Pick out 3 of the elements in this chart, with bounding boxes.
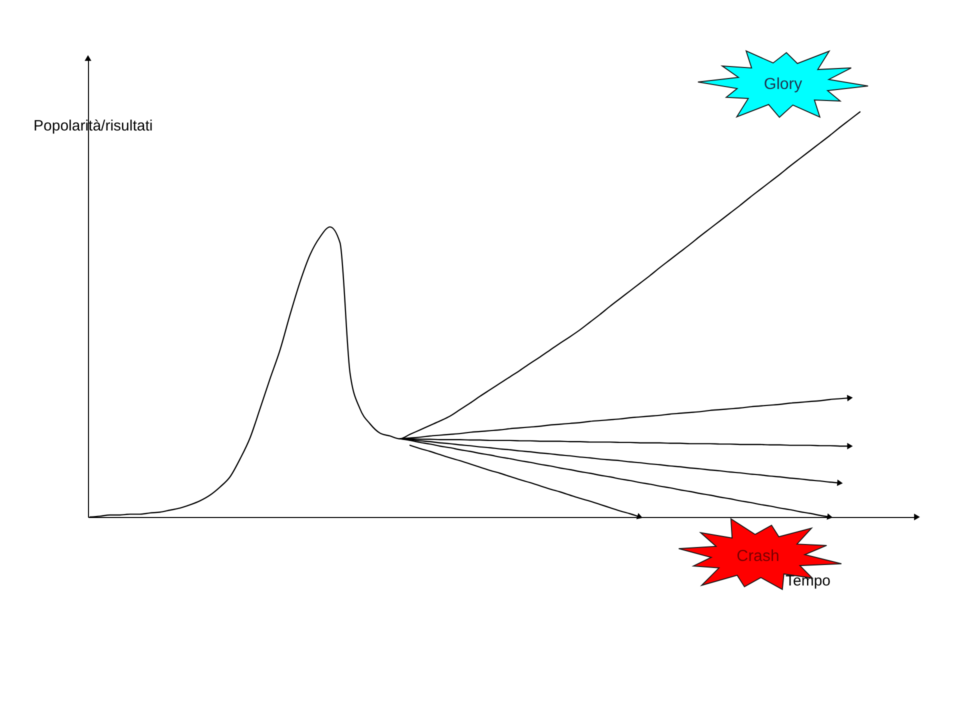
x-axis-title: Tempo [786, 572, 831, 590]
text: Crash [736, 548, 780, 565]
text: Glory [764, 76, 802, 93]
